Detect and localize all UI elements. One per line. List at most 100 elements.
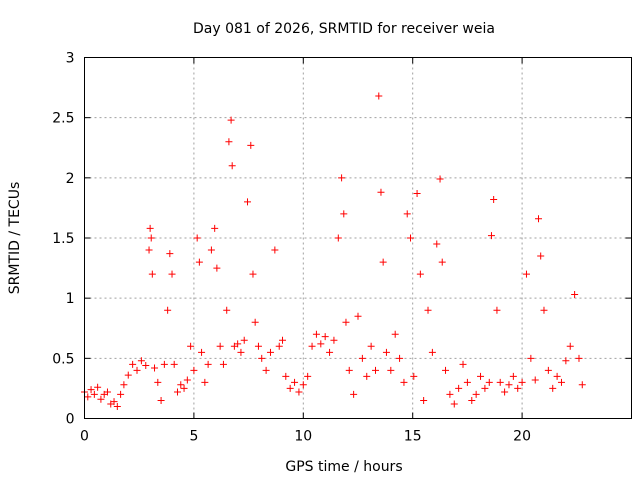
data-point [317, 340, 325, 348]
data-point [330, 336, 338, 344]
data-point [240, 336, 248, 344]
x-tick-label: 15 [404, 429, 422, 445]
data-point [237, 348, 245, 356]
data-point [403, 210, 411, 218]
y-axis-ticks: 0 0.5 1 1.5 2 2.5 3 [52, 51, 632, 428]
data-point [223, 306, 231, 314]
x-tick-label: 0 [80, 429, 89, 445]
data-point [190, 366, 198, 374]
data-point [472, 390, 480, 398]
data-point [170, 360, 178, 368]
data-point [400, 378, 408, 386]
data-point [575, 354, 583, 362]
data-point [562, 357, 570, 365]
data-point [173, 388, 181, 396]
data-point [438, 258, 446, 266]
data-point [249, 270, 257, 278]
data-point [363, 372, 371, 380]
x-tick-label: 10 [294, 429, 312, 445]
data-point [450, 400, 458, 408]
data-point [227, 116, 235, 124]
data-point [391, 330, 399, 338]
data-point [299, 381, 307, 389]
data-point [113, 402, 121, 410]
data-point [566, 342, 574, 350]
data-point [490, 195, 498, 203]
y-tick-label: 1 [66, 291, 75, 307]
data-point [459, 360, 467, 368]
y-axis-label: SRMTID / TECUs [7, 182, 23, 295]
data-point [262, 366, 270, 374]
data-points [81, 92, 586, 410]
data-point [291, 378, 299, 386]
data-point [228, 162, 236, 170]
data-point [137, 357, 145, 365]
data-point [340, 210, 348, 218]
data-point [120, 381, 128, 389]
data-point [321, 333, 329, 341]
plot-frame [84, 57, 632, 419]
data-point [531, 376, 539, 384]
data-point [501, 388, 509, 396]
data-point [379, 258, 387, 266]
data-point [455, 384, 463, 392]
data-point [148, 270, 156, 278]
data-point [124, 371, 132, 379]
data-point [535, 215, 543, 223]
data-point [244, 198, 252, 206]
data-point [147, 234, 155, 242]
data-point [549, 384, 557, 392]
data-point [527, 354, 535, 362]
data-point [354, 312, 362, 320]
data-point [164, 306, 172, 314]
data-point [578, 381, 586, 389]
data-point [505, 381, 513, 389]
data-point [94, 383, 102, 391]
data-point [166, 250, 174, 258]
data-point [295, 388, 303, 396]
data-point [87, 386, 95, 394]
data-point [468, 396, 476, 404]
data-point [211, 224, 219, 232]
y-tick-label: 1.5 [52, 231, 74, 247]
data-point [377, 188, 385, 196]
data-point [544, 366, 552, 374]
data-point [195, 258, 203, 266]
data-point [216, 342, 224, 350]
data-point [436, 175, 444, 183]
data-point [225, 138, 233, 146]
y-tick-label: 2.5 [52, 111, 74, 127]
data-point [282, 372, 290, 380]
data-point [553, 372, 561, 380]
data-point [187, 342, 195, 350]
data-point [382, 348, 390, 356]
data-point [247, 141, 255, 149]
data-point [442, 366, 450, 374]
data-point [428, 348, 436, 356]
data-point [304, 372, 312, 380]
x-axis-ticks: 0 5 10 15 20 [80, 57, 531, 445]
data-point [201, 378, 209, 386]
data-point [481, 384, 489, 392]
data-point [275, 342, 283, 350]
data-point [204, 360, 212, 368]
data-point [258, 354, 266, 362]
data-point [326, 348, 334, 356]
x-axis-label: GPS time / hours [285, 459, 402, 475]
data-point [207, 246, 215, 254]
data-point [129, 360, 137, 368]
data-point [514, 384, 522, 392]
data-point [103, 388, 111, 396]
grid-layer [84, 57, 632, 419]
data-point [420, 396, 428, 404]
data-point [387, 366, 395, 374]
data-point [198, 348, 206, 356]
data-point [193, 234, 201, 242]
data-point [110, 398, 118, 406]
data-point [154, 378, 162, 386]
data-point [219, 360, 227, 368]
data-point [180, 384, 188, 392]
data-point [133, 366, 141, 374]
y-tick-label: 2 [66, 171, 75, 187]
